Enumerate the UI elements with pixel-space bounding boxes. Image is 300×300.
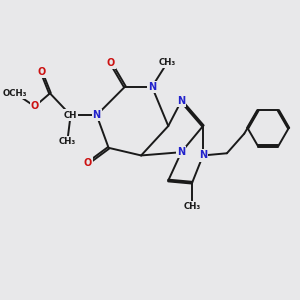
Text: O: O <box>37 67 45 76</box>
Text: N: N <box>177 147 185 157</box>
Text: CH₃: CH₃ <box>159 58 176 67</box>
Text: N: N <box>177 96 185 106</box>
Text: O: O <box>84 158 92 168</box>
Text: CH₃: CH₃ <box>59 137 76 146</box>
Text: N: N <box>93 110 101 120</box>
Text: OCH₃: OCH₃ <box>3 89 28 98</box>
Text: O: O <box>106 58 115 68</box>
Text: CH: CH <box>64 111 77 120</box>
Text: N: N <box>199 151 207 160</box>
Text: O: O <box>31 101 39 111</box>
Text: N: N <box>148 82 156 92</box>
Text: CH₃: CH₃ <box>184 202 201 211</box>
